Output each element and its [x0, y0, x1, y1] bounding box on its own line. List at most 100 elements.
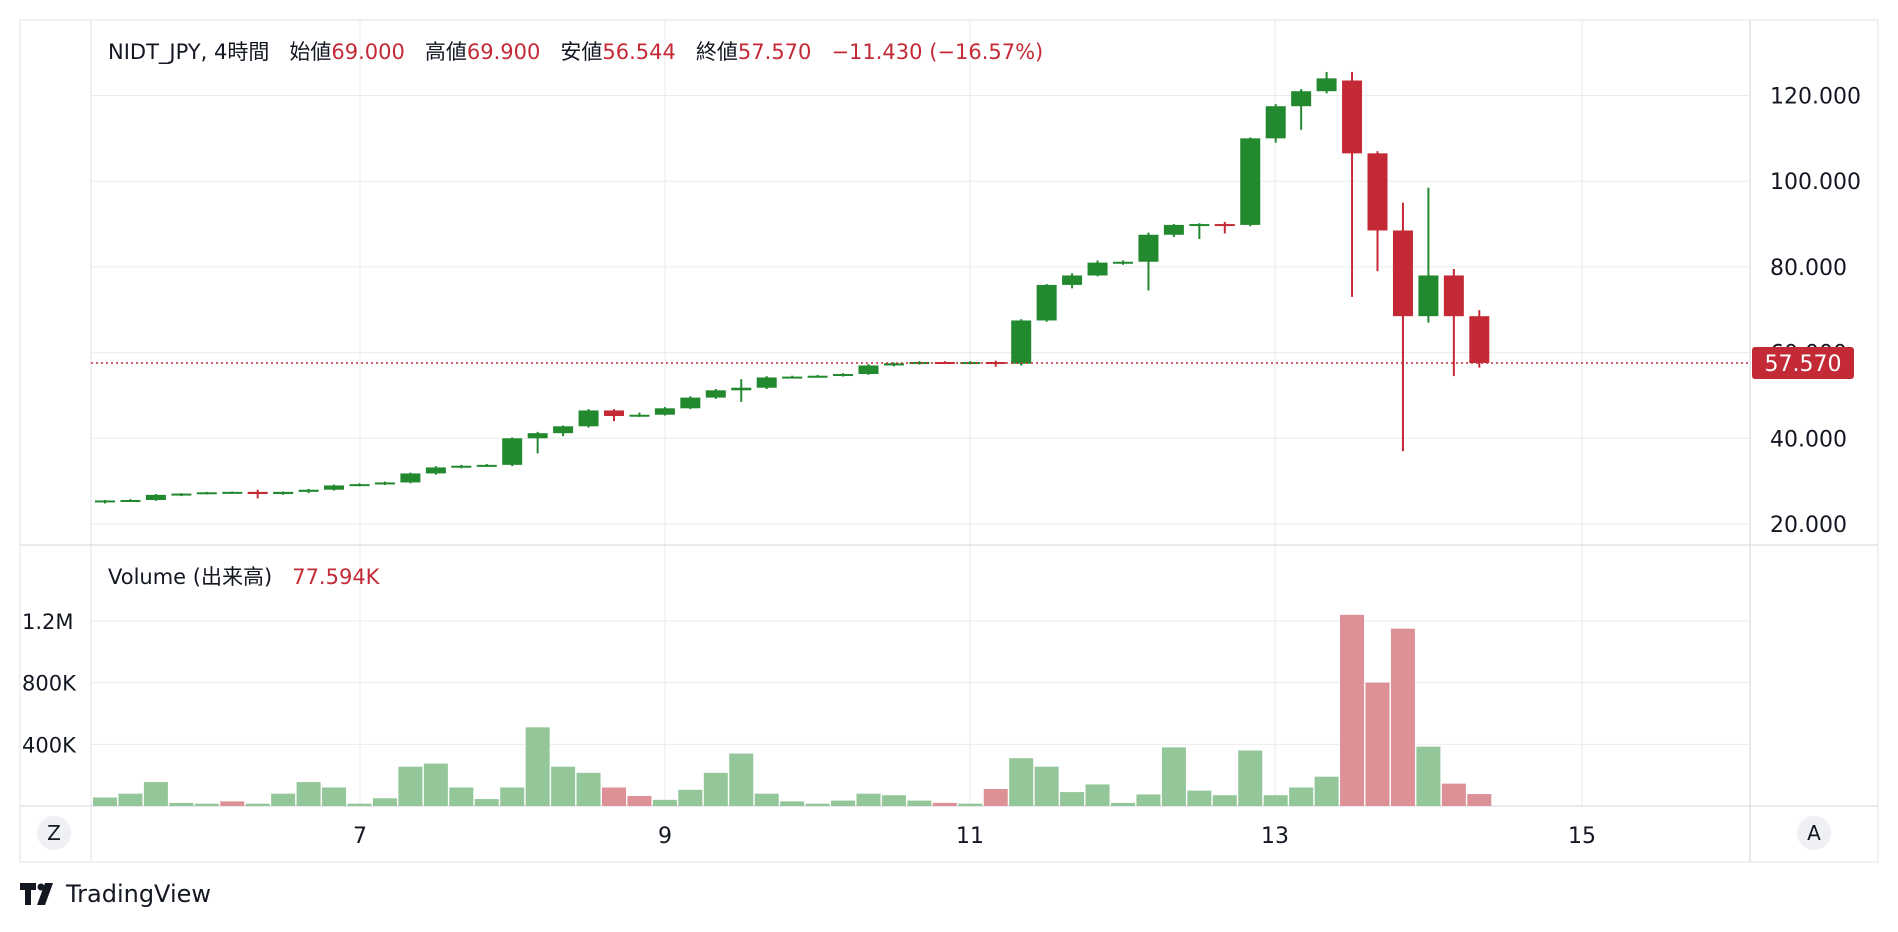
candle-up	[833, 374, 854, 377]
volume-tick-label: 800K	[22, 672, 77, 696]
volume-bar-up	[398, 766, 423, 806]
volume-bar-up	[322, 787, 347, 806]
volume-bar-up	[525, 727, 550, 806]
brand-name: TradingView	[66, 880, 212, 908]
volume-series	[93, 614, 1492, 806]
price-tick-label: 80.000	[1770, 256, 1847, 281]
volume-bar-down	[1340, 614, 1365, 806]
candle-up	[960, 362, 981, 365]
candle-up	[1011, 320, 1032, 364]
volume-bar-up	[780, 801, 805, 806]
candle-down	[934, 362, 955, 365]
time-tick-label: 11	[956, 824, 984, 849]
candle-up	[374, 482, 395, 485]
candle-up	[95, 500, 115, 503]
volume-bar-up	[169, 802, 194, 806]
candle-up	[171, 493, 192, 496]
candle-up	[1418, 275, 1439, 317]
volume-bar-up	[1111, 802, 1135, 806]
volume-bar-up	[1161, 747, 1186, 806]
candle-up	[1316, 78, 1337, 92]
candle-down	[1392, 230, 1413, 317]
last-price-badge	[1752, 347, 1854, 380]
volume-bar-up	[1263, 795, 1288, 806]
volume-value: 77.594K	[292, 565, 380, 589]
volume-tick-label: 400K	[22, 733, 77, 757]
volume-legend: Volume (出来高) 77.594K	[108, 561, 379, 591]
ohlc-legend: NIDT_JPY, 4時間 始値69.000 高値69.900 安値56.544…	[108, 36, 1043, 66]
open-value: 69.000	[331, 40, 405, 64]
time-tick-label: 15	[1568, 824, 1596, 849]
price-tick-label: 120.000	[1770, 85, 1861, 110]
volume-bar-up	[1085, 784, 1110, 806]
high-value: 69.900	[466, 40, 541, 64]
volume-bar-up	[1416, 746, 1441, 806]
candle-up	[196, 492, 217, 495]
volume-bar-up	[1212, 795, 1237, 806]
candle-down	[1469, 316, 1490, 364]
volume-bar-down	[220, 801, 245, 806]
volume-bar-down	[1365, 682, 1390, 806]
volume-bar-up	[831, 800, 856, 806]
candle-up	[705, 390, 726, 398]
candle-up	[553, 426, 574, 434]
high-label: 高値	[424, 40, 467, 64]
volume-bar-up	[245, 803, 270, 806]
volume-bar-up	[118, 793, 143, 806]
outer-border	[19, 19, 1879, 863]
candle-up	[1087, 262, 1108, 276]
volume-bar-up	[652, 799, 677, 806]
auto-scale-button[interactable]: A	[1797, 816, 1831, 850]
volume-bar-up	[271, 793, 296, 806]
candle-up	[782, 376, 803, 379]
price-tick-label: 40.000	[1770, 427, 1847, 452]
candle-up	[1036, 284, 1057, 321]
candle-up	[731, 387, 752, 391]
volume-bar-up	[449, 787, 474, 806]
volume-bar-up	[93, 797, 117, 806]
tradingview-logo[interactable]: TradingView	[20, 880, 211, 908]
candle-up	[1291, 91, 1312, 107]
candle-up	[222, 491, 243, 494]
axes: 120.000100.00080.00060.00040.00020.00079…	[22, 85, 1861, 850]
symbol-label[interactable]: NIDT_JPY, 4時間	[108, 40, 270, 64]
candle-up	[451, 465, 472, 468]
time-axis-zoom-button[interactable]: Z	[37, 816, 71, 850]
close-value: 57.570	[737, 40, 812, 64]
candle-up	[476, 464, 497, 467]
volume-bar-up	[194, 803, 219, 806]
low-label: 安値	[560, 40, 603, 64]
price-tick-label: 100.000	[1770, 170, 1861, 195]
candle-up	[1062, 275, 1083, 285]
volume-bar-up	[576, 772, 601, 806]
volume-bar-up	[958, 803, 983, 806]
volume-bar-up	[1289, 787, 1314, 806]
candle-up	[807, 375, 828, 378]
time-tick-label: 13	[1261, 824, 1289, 849]
candle-up	[527, 433, 548, 439]
candle-up	[1240, 138, 1261, 225]
volume-bar-up	[881, 795, 906, 806]
candle-down	[247, 491, 268, 495]
volume-bar-up	[1009, 758, 1034, 806]
volume-bar-up	[143, 782, 168, 806]
candle-up	[756, 377, 777, 388]
candle-down	[1443, 275, 1464, 317]
candle-up	[400, 473, 421, 483]
volume-bar-up	[1136, 794, 1161, 806]
volume-bar-up	[703, 772, 728, 806]
candle-down	[985, 362, 1006, 365]
volume-bar-up	[1238, 750, 1263, 806]
candle-down	[1367, 153, 1388, 231]
candle-up	[909, 362, 930, 365]
candle-up	[502, 438, 523, 465]
candle-up	[858, 365, 879, 375]
candle-down	[1214, 224, 1235, 227]
volume-bar-up	[907, 800, 932, 806]
change-value: −11.430 (−16.57%)	[831, 40, 1044, 64]
chart-frame	[19, 19, 1879, 863]
volume-bar-up	[1187, 790, 1212, 806]
volume-bar-up	[678, 789, 703, 806]
volume-label[interactable]: Volume (出来高)	[108, 565, 273, 589]
